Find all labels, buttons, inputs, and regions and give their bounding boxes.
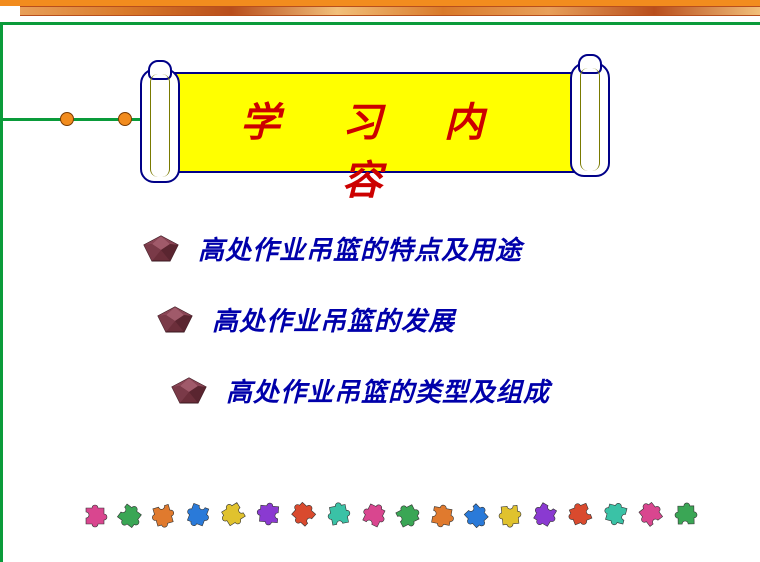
scroll-roll-left: [140, 68, 180, 183]
puzzle-icon: [149, 500, 179, 530]
bullet-text: 高处作业吊篮的特点及用途: [198, 230, 522, 267]
puzzle-icon: [115, 500, 145, 530]
puzzle-icon: [670, 500, 700, 530]
connector-dot: [60, 112, 74, 126]
puzzle-icon: [219, 500, 249, 530]
puzzle-icon: [566, 500, 596, 530]
top-stripe-pattern: [20, 6, 760, 16]
list-item: 高处作业吊篮的发展: [154, 301, 720, 338]
puzzle-icon: [80, 500, 110, 530]
puzzle-icon: [358, 500, 388, 530]
puzzle-icon: [462, 500, 492, 530]
puzzle-decoration-row: [80, 498, 700, 532]
puzzle-icon: [254, 500, 284, 530]
gem-icon: [154, 305, 196, 335]
top-border: [0, 0, 760, 20]
puzzle-icon: [288, 500, 318, 530]
connector-dot: [118, 112, 132, 126]
puzzle-icon: [427, 500, 457, 530]
bullet-text: 高处作业吊篮的发展: [212, 301, 455, 338]
puzzle-icon: [392, 500, 422, 530]
puzzle-icon: [496, 500, 526, 530]
puzzle-icon: [184, 500, 214, 530]
bullet-text: 高处作业吊篮的类型及组成: [226, 372, 550, 409]
banner-title: 学 习 内 容: [195, 90, 555, 206]
list-item: 高处作业吊篮的特点及用途: [140, 230, 720, 267]
bullet-list: 高处作业吊篮的特点及用途 高处作业吊篮的发展 高处作业吊篮的类型及组成: [140, 230, 720, 443]
gem-icon: [168, 376, 210, 406]
puzzle-icon: [601, 500, 631, 530]
puzzle-icon: [323, 500, 353, 530]
puzzle-icon: [635, 500, 665, 530]
scroll-banner: 学 习 内 容: [140, 60, 610, 185]
puzzle-icon: [531, 500, 561, 530]
scroll-roll-right: [570, 62, 610, 177]
list-item: 高处作业吊篮的类型及组成: [168, 372, 720, 409]
gem-icon: [140, 234, 182, 264]
